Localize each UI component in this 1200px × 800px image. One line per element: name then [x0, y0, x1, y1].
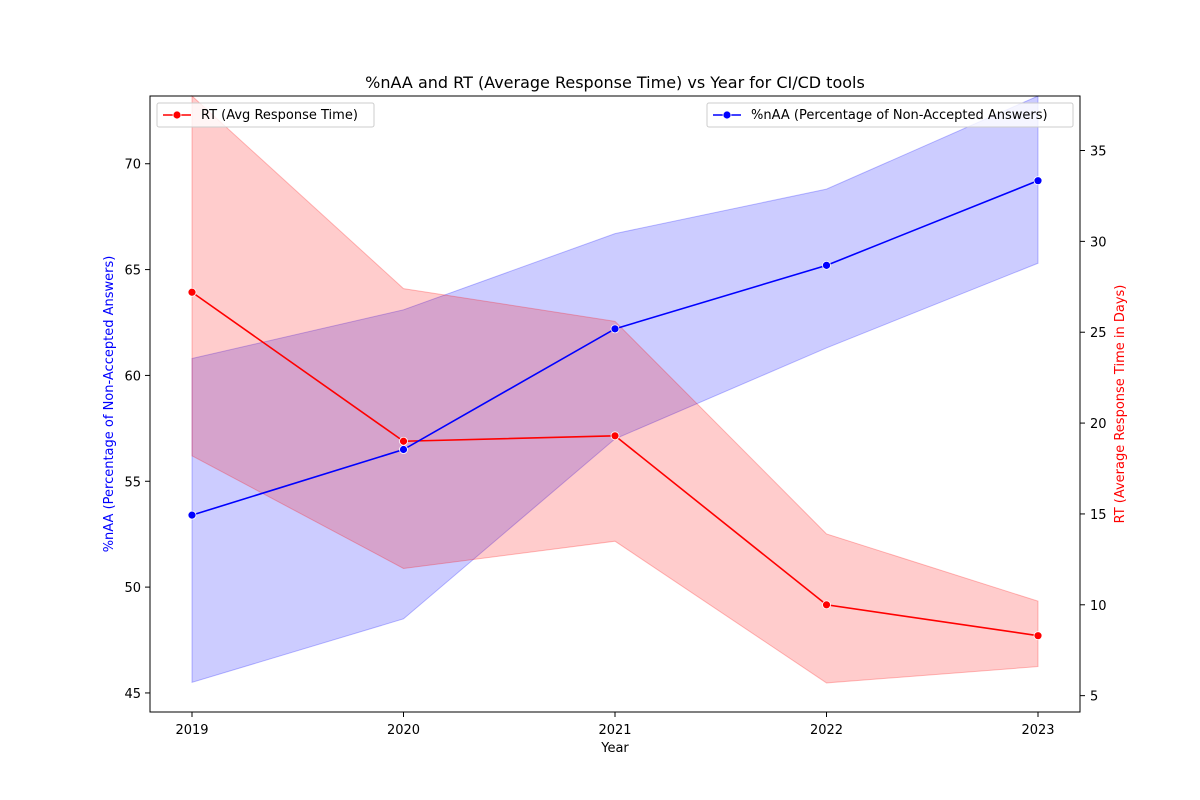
left-axis-label: %nAA (Percentage of Non-Accepted Answers…	[102, 256, 117, 553]
x-axis-ticks: 2019 2020 2021 2022 2023	[175, 712, 1055, 738]
left-tick-label: 70	[124, 158, 141, 173]
right-tick-label: 5	[1090, 690, 1098, 705]
legend-naa-box	[706, 102, 1074, 128]
left-tick-label: 60	[124, 369, 141, 384]
right-tick-label: 25	[1090, 326, 1107, 341]
legend-naa-label: %nAA (Percentage of Non-Accepted Answers…	[751, 108, 1048, 123]
point-naa-2021	[610, 324, 620, 334]
legend-naa-marker	[722, 110, 732, 120]
left-tick-label: 45	[124, 687, 141, 702]
legend-naa: %nAA (Percentage of Non-Accepted Answers…	[706, 102, 1074, 128]
point-rt-2021	[610, 431, 620, 441]
x-tick-label: 2020	[387, 723, 420, 738]
chart-title: %nAA and RT (Average Response Time) vs Y…	[365, 73, 865, 92]
point-naa-2023	[1033, 176, 1043, 186]
point-naa-2020	[399, 445, 408, 454]
point-naa-2019	[187, 510, 197, 520]
right-tick-label: 15	[1090, 508, 1107, 523]
legend-rt-marker	[172, 110, 182, 120]
right-tick-label: 10	[1090, 599, 1107, 614]
right-axis-ticks: 5 10 15 20 25 30 35	[1080, 145, 1107, 705]
left-tick-label: 55	[124, 475, 141, 490]
point-rt-2019	[187, 287, 197, 297]
x-tick-label: 2023	[1021, 723, 1054, 738]
confidence-bands	[191, 94, 1039, 684]
right-tick-label: 35	[1090, 145, 1107, 160]
x-tick-label: 2019	[175, 723, 208, 738]
right-tick-label: 30	[1090, 235, 1107, 250]
point-rt-2020	[399, 436, 408, 446]
x-axis-label: Year	[600, 741, 629, 756]
left-tick-label: 50	[124, 581, 141, 596]
legend-rt-box	[156, 102, 375, 128]
band-rt	[191, 94, 1039, 684]
x-tick-label: 2022	[810, 723, 843, 738]
right-tick-label: 20	[1090, 417, 1107, 432]
right-axis-label: RT (Average Response Time in Days)	[1113, 285, 1128, 524]
left-tick-label: 65	[124, 264, 141, 279]
point-rt-2023	[1033, 631, 1043, 641]
series-points	[187, 176, 1043, 641]
x-tick-label: 2021	[598, 723, 631, 738]
left-axis-ticks: 45 50 55 60 65 70	[124, 158, 150, 702]
band-naa	[191, 95, 1039, 684]
point-rt-2022	[822, 600, 831, 610]
legend-rt: RT (Avg Response Time)	[156, 102, 375, 128]
legend-rt-label: RT (Avg Response Time)	[201, 108, 358, 123]
point-naa-2022	[822, 260, 831, 270]
